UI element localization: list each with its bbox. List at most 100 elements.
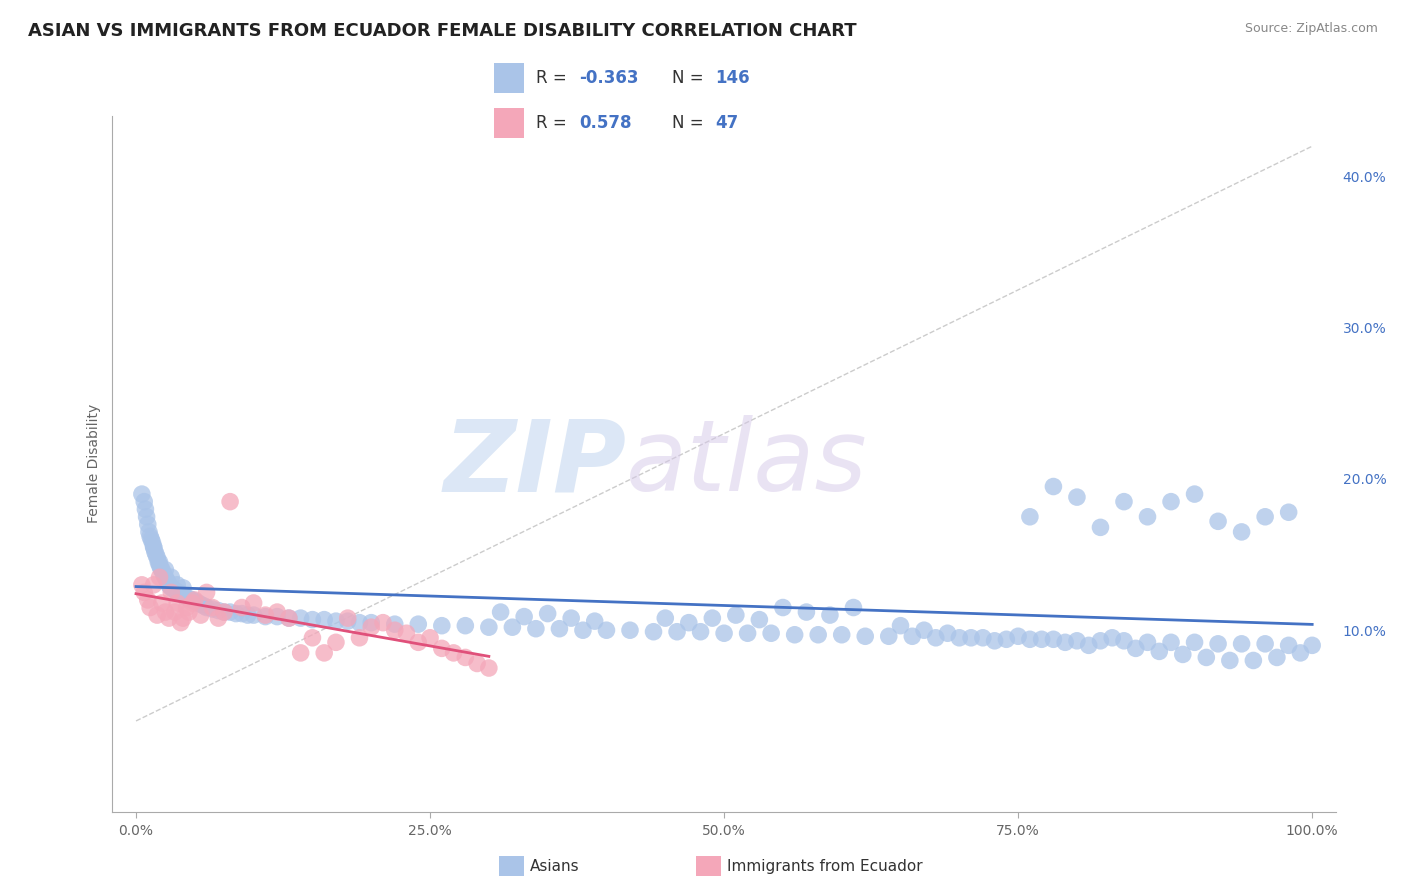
Text: N =: N =	[672, 69, 710, 87]
Point	[430, 641, 453, 656]
Point	[1066, 633, 1088, 648]
Point	[163, 605, 186, 619]
Point	[181, 596, 204, 610]
Point	[181, 593, 204, 607]
Point	[277, 611, 299, 625]
Point	[465, 657, 488, 671]
Point	[513, 609, 536, 624]
FancyBboxPatch shape	[494, 63, 524, 93]
Point	[912, 624, 935, 638]
Point	[172, 611, 194, 625]
FancyBboxPatch shape	[494, 108, 524, 138]
Point	[818, 608, 841, 623]
Point	[172, 581, 194, 595]
Text: atlas: atlas	[626, 416, 868, 512]
Point	[290, 646, 312, 660]
Point	[1301, 638, 1323, 652]
Point	[187, 596, 209, 610]
Point	[135, 509, 157, 524]
Point	[454, 650, 477, 665]
Point	[142, 578, 165, 592]
Point	[925, 631, 948, 645]
Point	[1219, 653, 1241, 667]
Point	[336, 611, 359, 625]
Point	[548, 622, 571, 636]
Point	[560, 611, 582, 625]
Point	[141, 535, 163, 549]
Point	[314, 613, 336, 627]
Point	[349, 615, 371, 630]
Point	[395, 626, 418, 640]
Point	[139, 600, 162, 615]
Point	[166, 596, 188, 610]
Point	[430, 618, 453, 632]
Point	[983, 633, 1005, 648]
Point	[134, 585, 156, 599]
Point	[195, 585, 218, 599]
Point	[155, 574, 177, 588]
Point	[277, 611, 299, 625]
Point	[666, 624, 689, 639]
Point	[443, 646, 465, 660]
Point	[160, 581, 183, 595]
Point	[643, 624, 665, 639]
Point	[219, 494, 242, 508]
Point	[148, 555, 170, 569]
Point	[152, 566, 174, 580]
Point	[408, 617, 430, 632]
Point	[254, 608, 277, 623]
Point	[149, 561, 172, 575]
Y-axis label: Female Disability: Female Disability	[87, 404, 101, 524]
Point	[1090, 633, 1112, 648]
Point	[177, 591, 200, 606]
Text: 0.578: 0.578	[579, 114, 631, 132]
Point	[572, 624, 595, 638]
Point	[1018, 632, 1040, 647]
Point	[889, 618, 911, 632]
Point	[713, 626, 735, 640]
Point	[360, 620, 382, 634]
Point	[170, 615, 193, 630]
Text: -0.363: -0.363	[579, 69, 638, 87]
Point	[1254, 509, 1277, 524]
Point	[155, 563, 177, 577]
Point	[190, 608, 212, 623]
Point	[1066, 490, 1088, 504]
Point	[478, 620, 501, 634]
Text: Asians: Asians	[530, 859, 579, 873]
Point	[619, 624, 641, 638]
Point	[160, 570, 183, 584]
Point	[212, 605, 235, 619]
Point	[960, 631, 983, 645]
Point	[384, 624, 406, 638]
Point	[236, 608, 259, 623]
Point	[772, 600, 794, 615]
Point	[1136, 509, 1159, 524]
Point	[1241, 653, 1264, 667]
Point	[1101, 631, 1123, 645]
Point	[136, 593, 159, 607]
Text: R =: R =	[537, 69, 572, 87]
Point	[1054, 635, 1077, 649]
Point	[1031, 632, 1053, 647]
Point	[807, 628, 830, 642]
Point	[190, 598, 212, 612]
Point	[501, 620, 523, 634]
Point	[193, 599, 215, 613]
Point	[877, 629, 900, 643]
Text: 146: 146	[714, 69, 749, 87]
Point	[654, 611, 676, 625]
Point	[254, 609, 277, 624]
Point	[1230, 637, 1253, 651]
Point	[142, 540, 165, 554]
Point	[207, 603, 229, 617]
Point	[1077, 638, 1099, 652]
Point	[143, 544, 166, 558]
Point	[1090, 520, 1112, 534]
Point	[1042, 632, 1064, 647]
Point	[1230, 524, 1253, 539]
Point	[174, 590, 197, 604]
Point	[160, 585, 183, 599]
Point	[1112, 494, 1135, 508]
Point	[1160, 494, 1182, 508]
